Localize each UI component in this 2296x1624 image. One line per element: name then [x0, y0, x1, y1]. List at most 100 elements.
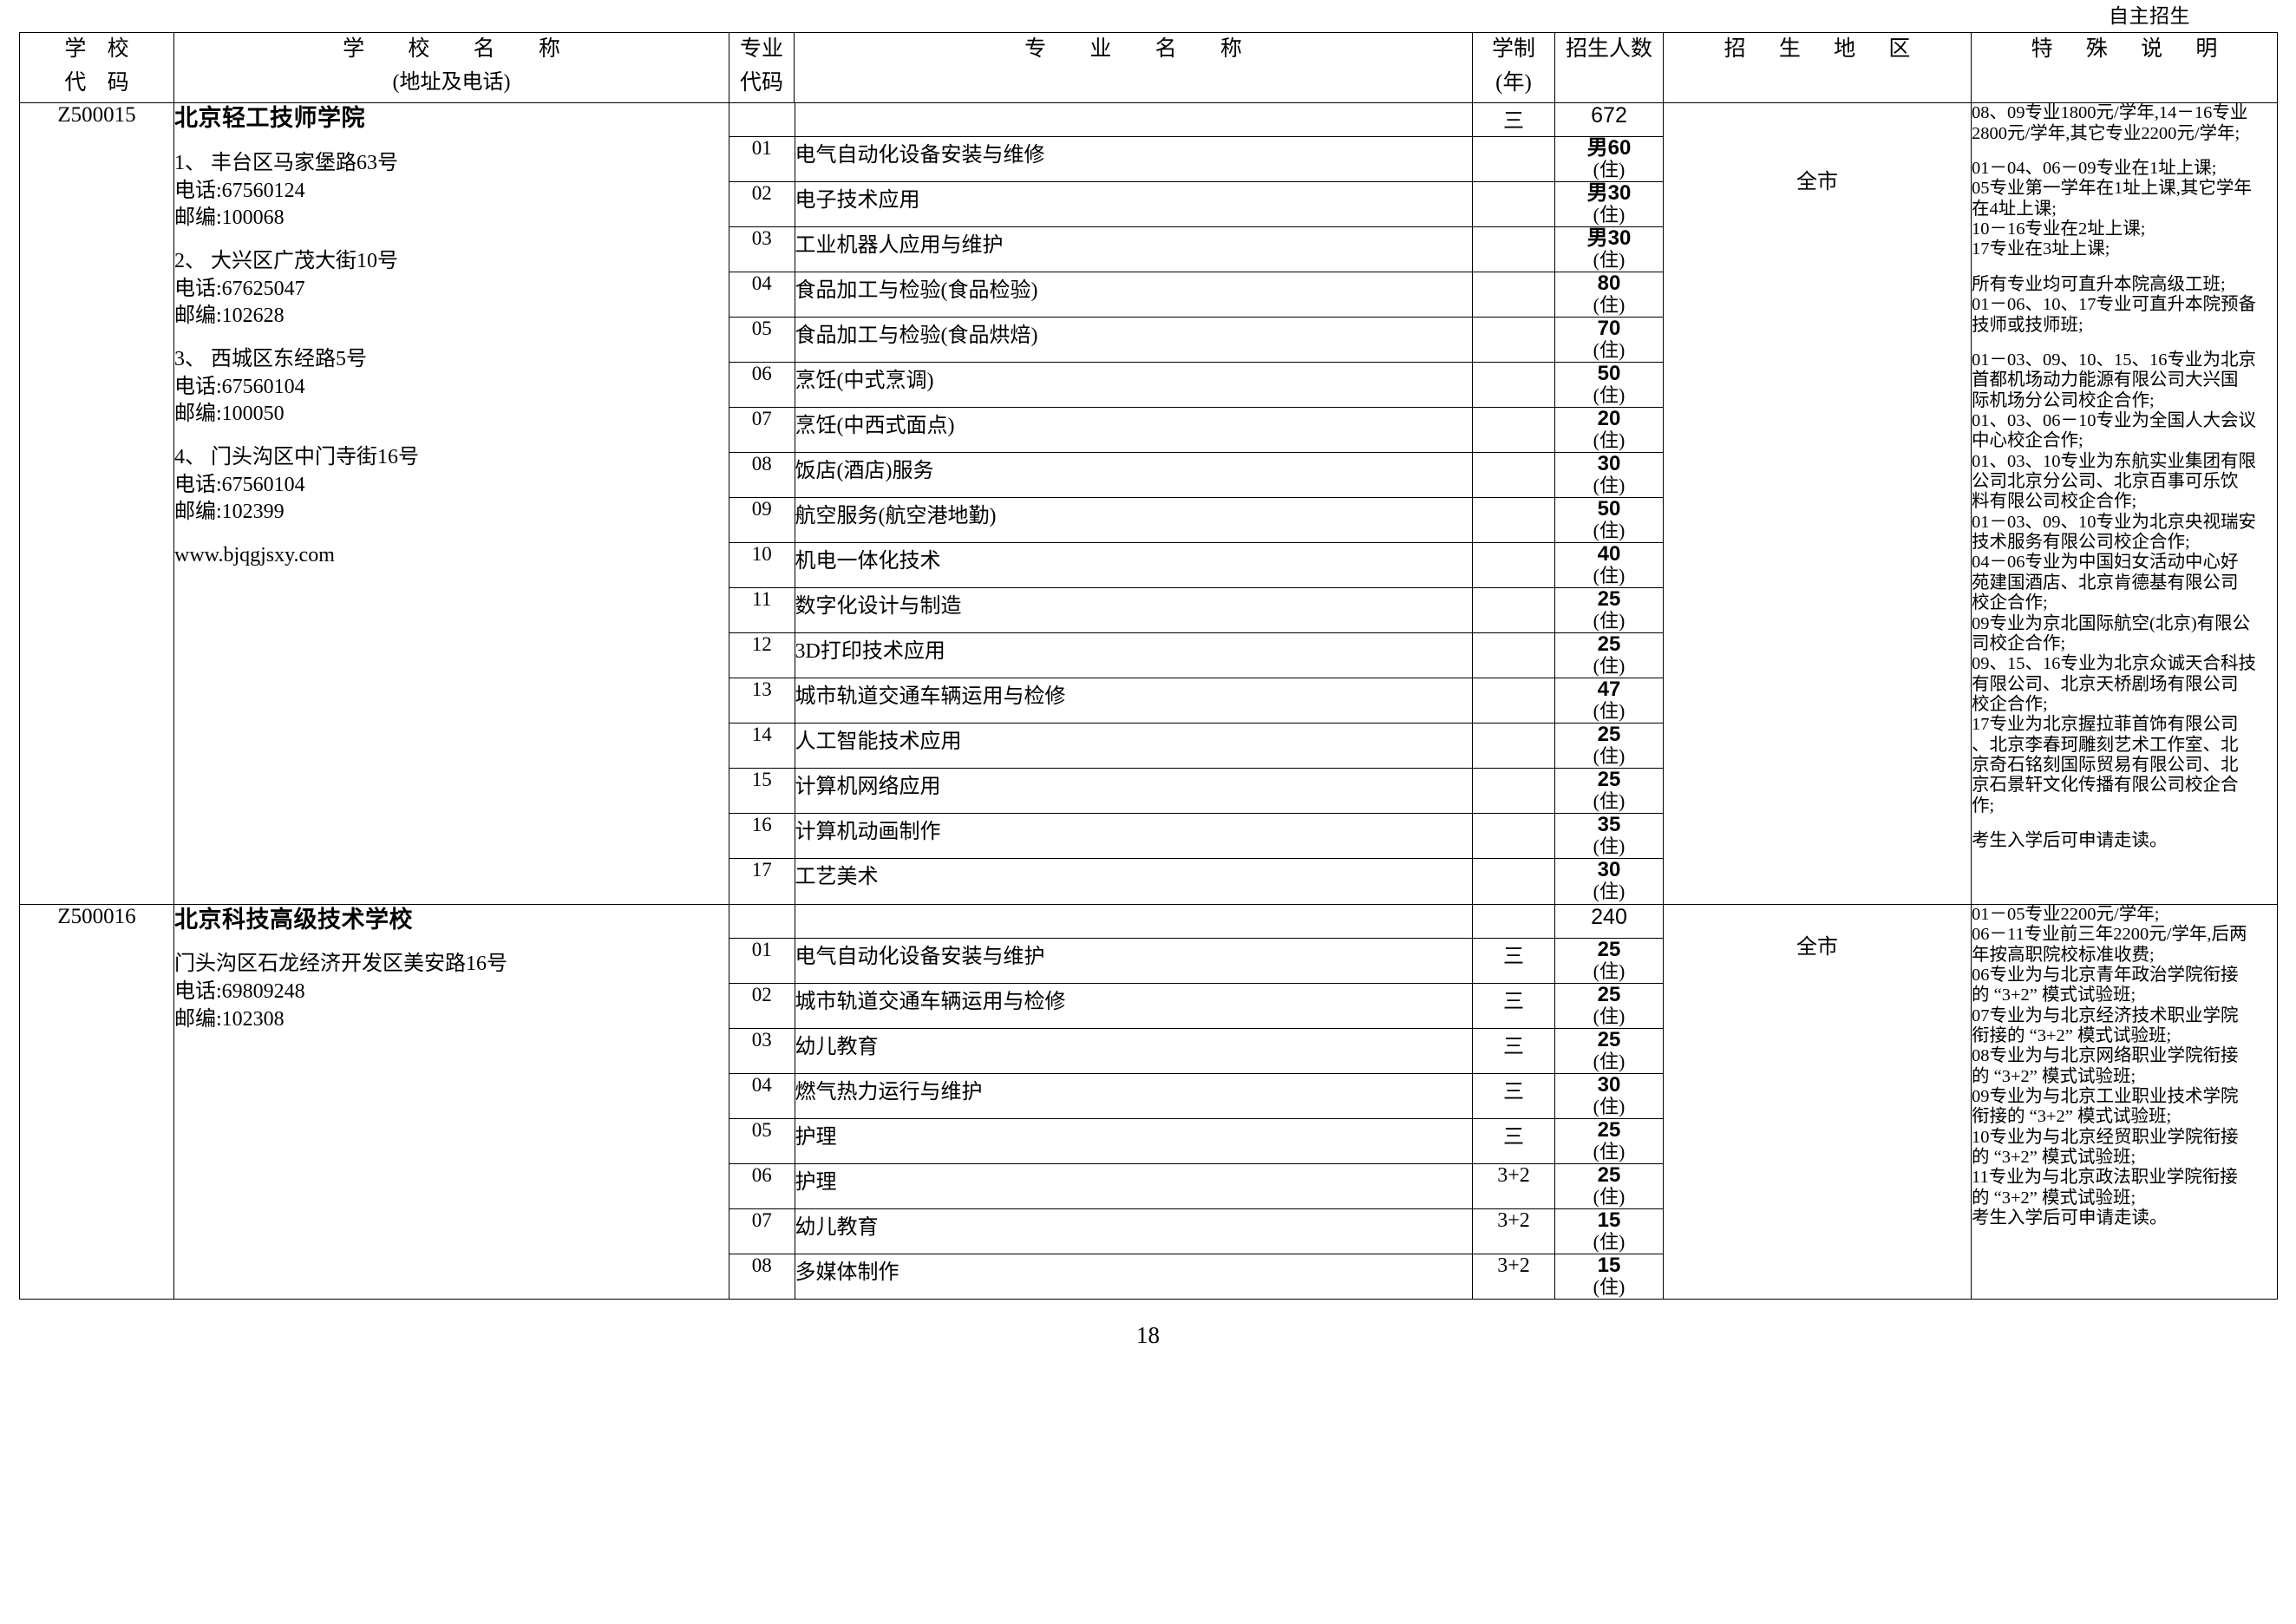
enroll-count-row: 25 (住): [1555, 768, 1663, 815]
years-column-cell: 三: [1472, 102, 1555, 905]
enroll-count-number: 35: [1597, 813, 1621, 837]
special-note-line: 、北京李春珂雕刻艺术工作室、北: [1972, 735, 2239, 755]
years-value: [1473, 632, 1554, 679]
enroll-total-row: 240: [1555, 904, 1663, 939]
years-row: 三: [1473, 1072, 1554, 1119]
special-note-line: 09专业为与北京工业职业技术学院: [1972, 1087, 2239, 1107]
years-row: [1473, 272, 1554, 318]
years-row: [1473, 678, 1554, 724]
major-name: 燃气热力运行与维护: [794, 1072, 1472, 1119]
special-note-line: 际机场分公司校企合作;: [1972, 390, 2155, 410]
special-note-line: 的 “3+2” 模式试验班;: [1972, 1066, 2136, 1086]
years-column-cell: 三三三三三 3+2 3+2 3+2: [1472, 903, 1555, 1300]
major-name: 护理: [794, 1162, 1472, 1209]
years-value: [1473, 587, 1554, 634]
enroll-region-value: 全市: [1796, 171, 1838, 194]
enroll-count-boarding: (住): [1593, 159, 1626, 181]
special-note-line: 公司北京分公司、北京百事可乐饮: [1972, 472, 2239, 492]
enroll-count-row: 25 (住): [1555, 587, 1663, 634]
special-note-line: 01、03、10专业为东航实业集团有限: [1972, 451, 2256, 471]
enroll-count-number: 15: [1597, 1253, 1621, 1277]
special-note-line: 01、03、06－10专业为全国人大会议: [1972, 410, 2256, 430]
years-total-row: 三: [1473, 103, 1554, 138]
special-note-line: 01－06、10、17专业可直升本院预备: [1972, 295, 2256, 315]
major-code: 11: [729, 587, 795, 634]
major-name: 数字化设计与制造: [794, 587, 1472, 634]
major-name: 机电一体化技术: [794, 542, 1472, 589]
enroll-count-row: 20 (住): [1555, 407, 1663, 454]
enroll-count-row: 70 (住): [1555, 317, 1663, 363]
years-total: 三: [1473, 103, 1554, 138]
enroll-count-number: 15: [1597, 1208, 1621, 1232]
enroll-count-value: 25 (住): [1555, 632, 1663, 679]
major-name: 食品加工与检验(食品检验): [794, 272, 1472, 318]
enroll-count-value: 25 (住): [1555, 937, 1663, 984]
major-spacer-row: [729, 904, 1472, 939]
school-info-cell: 北京科技高级技术学校 门头沟区石龙经济开发区美安路16号 电话:69809248 邮编…: [173, 903, 729, 1300]
major-spacer-name: [794, 904, 1472, 939]
header-major-name: 专 业 名 称: [794, 32, 1473, 104]
enroll-count-boarding: (住): [1593, 204, 1626, 226]
header-major-code: 专业 代码: [729, 32, 795, 104]
years-row: [1473, 542, 1554, 589]
enroll-count-row: 男60 (住): [1555, 136, 1663, 183]
enroll-count-row: 15 (住): [1555, 1253, 1663, 1300]
major-row: 14 人工智能技术应用: [729, 723, 1472, 769]
header-school-code: 学 校 代 码: [19, 32, 174, 104]
header-enroll-region-text: 招 生 地 区: [1724, 37, 1925, 62]
special-note-line: 09专业为京北国际航空(北京)有限公: [1972, 613, 2251, 633]
enroll-count-value: 70 (住): [1555, 317, 1663, 363]
enroll-count-number: 25: [1597, 982, 1621, 1006]
major-row: 05 食品加工与检验(食品烘焙): [729, 317, 1472, 363]
enroll-count-number: 20: [1597, 407, 1621, 431]
major-row: 03 工业机器人应用与维护: [729, 226, 1472, 273]
special-note-paragraph: 01－03、09、10、15、16专业为北京 首都机场动力能源有限公司大兴国 际机场…: [1972, 350, 2277, 816]
special-note-line: 在4址上课;: [1972, 199, 2057, 219]
years-row: [1473, 768, 1554, 815]
admissions-table: 学 校 代 码 学 校 名 称 (地址及电话) 专业 代码 专 业 名 称 学制…: [19, 32, 2278, 1300]
special-note-line: 技术服务有限公司校企合作;: [1972, 533, 2190, 553]
special-note-line: 06专业为与北京青年政治学院衔接: [1972, 965, 2239, 985]
major-row: 05 护理: [729, 1117, 1472, 1164]
years-row: [1473, 181, 1554, 228]
enroll-count-row: 25 (住): [1555, 1027, 1663, 1074]
enroll-count-number: 25: [1597, 1027, 1621, 1051]
enroll-count-number: 30: [1597, 1072, 1621, 1097]
enroll-count-number: 25: [1597, 587, 1621, 612]
header-school-name-line2: (地址及电话): [392, 71, 511, 95]
enroll-count-row: 30 (住): [1555, 452, 1663, 499]
years-value: [1473, 768, 1554, 815]
major-row: 01 电气自动化设备安装与维修: [729, 136, 1472, 183]
major-name: 工艺美术: [794, 858, 1472, 904]
school-address-line: 邮编:102308: [174, 1007, 285, 1031]
school-address-line: 4、 门头沟区中门寺街16号: [174, 445, 419, 468]
special-note-line: 京石景轩文化传播有限公司校企合: [1972, 776, 2239, 796]
enroll-count-number: 25: [1597, 768, 1621, 792]
header-special-note-text: 特 殊 说 明: [2031, 37, 2232, 62]
enroll-count-value: 30 (住): [1555, 858, 1663, 904]
major-row: 17 工艺美术: [729, 858, 1472, 904]
school-row: Z500015 北京轻工技师学院 1、 丰台区马家堡路63号 电话:67560124 邮…: [19, 102, 2278, 905]
major-name: 幼儿教育: [794, 1208, 1472, 1254]
enroll-count-value: 50 (住): [1555, 497, 1663, 544]
years-row: 3+2: [1473, 1253, 1554, 1300]
special-note-line: 有限公司、北京天桥剧场有限公司: [1972, 674, 2239, 694]
major-code: 14: [729, 723, 795, 769]
enroll-count-row: 男30 (住): [1555, 181, 1663, 228]
enroll-count-value: 男30 (住): [1555, 181, 1663, 228]
special-note-line: 17专业为北京握拉菲首饰有限公司: [1972, 715, 2239, 735]
school-info-cell: 北京轻工技师学院 1、 丰台区马家堡路63号 电话:67560124 邮编:10006…: [173, 102, 729, 905]
major-row: 02 城市轨道交通车辆运用与检修: [729, 982, 1472, 1029]
header-school-code-line1: 学 校: [64, 37, 137, 62]
major-row: 04 食品加工与检验(食品检验): [729, 272, 1472, 318]
years-value: 三: [1473, 1117, 1554, 1164]
school-address-line: 电话:67560124: [174, 179, 305, 202]
enroll-count-number: 25: [1597, 632, 1621, 657]
special-note-line: 考生入学后可申请走读。: [1972, 831, 2168, 851]
special-note-paragraph: 考生入学后可申请走读。: [1972, 831, 2277, 851]
school-website[interactable]: www.bjqgjsxy.com: [174, 543, 335, 566]
enroll-count-row: 25 (住): [1555, 1162, 1663, 1209]
years-total-row: [1473, 904, 1554, 939]
major-name: 计算机网络应用: [794, 768, 1472, 815]
years-row: [1473, 858, 1554, 904]
